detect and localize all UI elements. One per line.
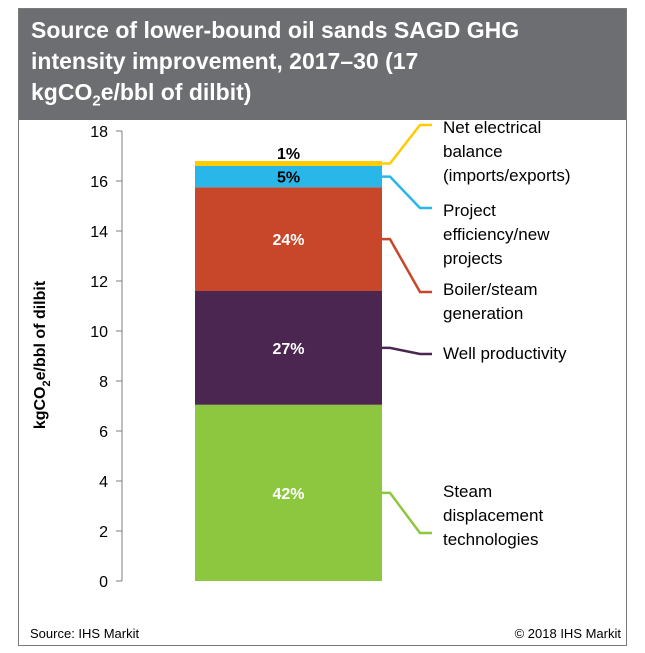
legend: Steam displacement technologies Well produc… [382,118,571,549]
legend-label: Steam [443,482,492,501]
legend-label: Project [443,201,496,220]
y-tick-label: 18 [90,124,108,141]
y-tick-label: 6 [99,424,108,441]
data-label: 1% [277,146,300,163]
title-line-2: intensity improvement, 2017–30 (17 [31,48,419,74]
legend-leader-line [382,491,432,535]
y-tick-label: 16 [90,174,108,191]
title-line-1: Source of lower-bound oil sands SAGD GHG [31,17,520,43]
legend-leader-line [382,237,432,294]
legend-label: technologies [443,530,538,549]
bar-segment [195,161,382,166]
y-tick-label: 8 [99,374,108,391]
y-tick-label: 10 [90,324,108,341]
legend-label: projects [443,249,503,268]
chart-title: Source of lower-bound oil sands SAGD GHG… [31,15,616,110]
legend-label: displacement [443,506,543,525]
y-tick-label: 12 [90,274,108,291]
y-tick-label: 2 [99,524,108,541]
bar-segments: 42% 27% 24% 5% 1% [195,146,382,581]
legend-label: efficiency/new [443,225,550,244]
y-axis-label: kgCO2e/bbl of dilbit [32,280,53,429]
title-bar: Source of lower-bound oil sands SAGD GHG… [19,9,626,120]
data-label: 24% [272,232,304,249]
bar-segment [195,404,382,581]
data-label: 42% [272,486,304,503]
bar-segment [195,291,382,405]
data-label: 5% [277,170,300,187]
y-tick-label: 14 [90,224,108,241]
legend-label: (imports/exports) [443,166,571,185]
legend-label: Boiler/steam [443,280,537,299]
copyright-note: © 2018 IHS Markit [514,626,621,641]
y-tick-label: 4 [99,474,108,491]
y-tick-label: 0 [99,574,108,591]
legend-leader-line [382,346,432,356]
legend-label: Net electrical [443,118,541,137]
legend-label: generation [443,304,523,323]
legend-leader-line [382,123,432,165]
title-line-3: kgCO2e/bbl of dilbit) [31,79,252,110]
bar-segment [195,187,382,291]
y-axis: 0 2 4 6 8 10 12 14 16 18 [90,124,123,591]
data-label: 27% [272,341,304,358]
legend-leader-line [382,175,432,210]
source-note: Source: IHS Markit [30,626,140,641]
legend-label: Well productivity [443,344,567,363]
bar-segment [195,166,382,188]
legend-label: balance [443,142,503,161]
